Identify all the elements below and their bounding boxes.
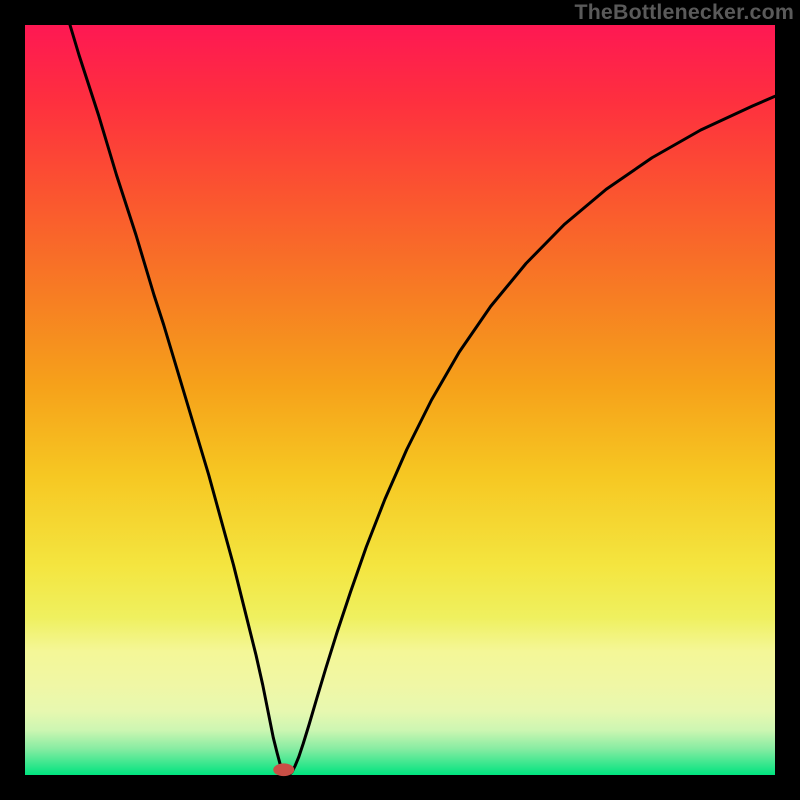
chart-stage: TheBottlenecker.com: [0, 0, 800, 800]
chart-svg: [0, 0, 800, 800]
chart-background: [25, 25, 775, 775]
minimum-marker: [273, 763, 294, 776]
watermark-link[interactable]: TheBottlenecker.com: [574, 0, 794, 25]
